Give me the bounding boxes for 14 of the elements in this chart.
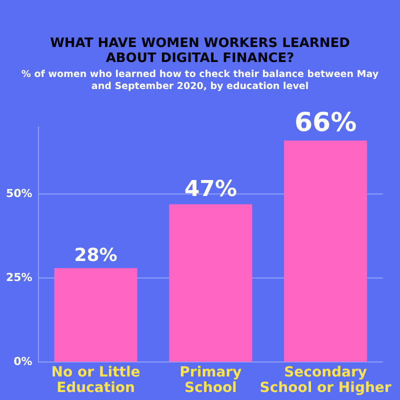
bar bbox=[284, 140, 368, 362]
y-tick-label: 50% bbox=[6, 187, 32, 200]
x-tick-label: Primary School bbox=[180, 364, 242, 396]
y-tick-label: 25% bbox=[6, 271, 32, 284]
data-label: 47% bbox=[184, 177, 237, 202]
bar bbox=[54, 268, 138, 362]
x-tick-label: Secondary School or Higher bbox=[260, 364, 392, 396]
x-tick-label: No or Little Education bbox=[51, 364, 140, 396]
chart-subtitle: % of women who learned how to check their balance between May and September 2020, by education level bbox=[20, 68, 380, 93]
data-label: 66% bbox=[294, 108, 357, 138]
y-tick-label: 0% bbox=[14, 355, 32, 368]
data-label: 28% bbox=[74, 244, 118, 266]
chart-title: WHAT HAVE WOMEN WORKERS LEARNED ABOUT DIGITAL FINANCE? bbox=[49, 36, 351, 66]
bar bbox=[169, 204, 252, 362]
